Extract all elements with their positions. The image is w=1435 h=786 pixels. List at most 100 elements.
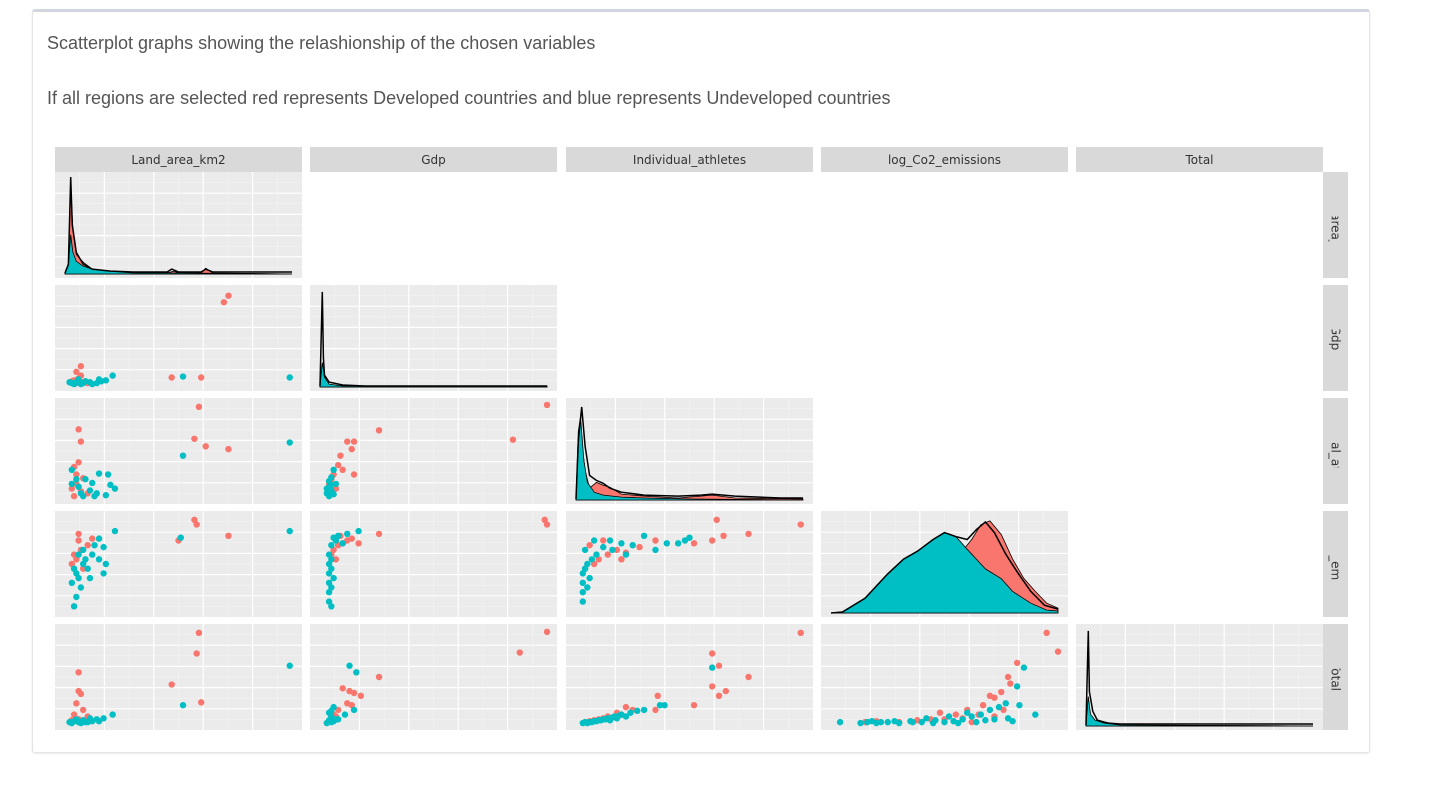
point-developed xyxy=(797,521,804,528)
point-undeveloped xyxy=(588,556,596,563)
plot-panels xyxy=(55,172,1323,730)
point-undeveloped xyxy=(344,530,351,538)
right-strips: Land_area_km2 Gdp Individual_athleteslog_C… xyxy=(1323,172,1348,730)
point-developed xyxy=(225,292,232,299)
top-strip-2: Individual_athletes xyxy=(566,147,813,172)
point-undeveloped xyxy=(107,481,114,489)
point-undeveloped xyxy=(945,713,953,720)
right-strip-label: Gdp xyxy=(1329,326,1343,351)
top-strip-label: Land_area_km2 xyxy=(131,153,225,167)
point-developed xyxy=(636,543,643,551)
point-developed xyxy=(543,628,551,636)
point-undeveloped xyxy=(581,546,589,554)
panel-r4-c4 xyxy=(1076,624,1323,730)
top-strip-4: Total xyxy=(1076,147,1323,172)
point-undeveloped xyxy=(857,719,864,727)
point-developed xyxy=(516,649,523,656)
panel-r2-c0 xyxy=(55,398,302,504)
point-undeveloped xyxy=(663,540,670,547)
panel-r0-c0 xyxy=(55,172,302,278)
point-undeveloped xyxy=(1013,683,1021,690)
point-undeveloped xyxy=(82,556,89,563)
point-undeveloped xyxy=(836,718,844,726)
scatter-points xyxy=(68,516,293,610)
point-developed xyxy=(622,703,630,711)
point-undeveloped xyxy=(328,584,335,591)
point-undeveloped xyxy=(627,709,634,716)
panel-r3-c1 xyxy=(310,511,557,617)
point-developed xyxy=(720,532,727,539)
point-undeveloped xyxy=(868,717,876,725)
point-developed xyxy=(715,692,723,699)
top-strip-label: log_Co2_emissions xyxy=(888,153,1001,167)
point-developed xyxy=(745,530,752,538)
point-undeveloped xyxy=(330,491,337,498)
point-undeveloped xyxy=(341,711,349,718)
point-undeveloped xyxy=(932,717,939,724)
point-developed xyxy=(75,669,82,676)
point-undeveloped xyxy=(109,711,116,718)
point-undeveloped xyxy=(346,662,353,669)
point-undeveloped xyxy=(995,703,1003,711)
point-developed xyxy=(191,435,198,442)
point-developed xyxy=(543,401,551,409)
right-strip-4: Total xyxy=(1323,624,1348,730)
point-undeveloped xyxy=(622,551,630,558)
point-undeveloped xyxy=(613,715,621,722)
scatter-points xyxy=(325,516,551,610)
point-developed xyxy=(1013,659,1021,667)
point-developed xyxy=(89,535,96,542)
point-undeveloped xyxy=(334,716,342,723)
point-developed xyxy=(70,492,78,500)
point-developed xyxy=(195,629,203,637)
point-undeveloped xyxy=(1009,717,1016,725)
point-undeveloped xyxy=(68,466,76,473)
point-undeveloped xyxy=(977,711,985,718)
point-undeveloped xyxy=(991,716,998,723)
point-developed xyxy=(543,521,551,528)
plot-description-line2: If all regions are selected red represen… xyxy=(47,88,891,108)
right-strip-2: Individual_athletes xyxy=(1323,398,1348,504)
point-developed xyxy=(339,685,346,692)
point-undeveloped xyxy=(102,377,110,384)
point-undeveloped xyxy=(593,551,600,558)
point-undeveloped xyxy=(652,546,659,554)
point-undeveloped xyxy=(982,717,989,724)
point-undeveloped xyxy=(877,718,885,726)
point-developed xyxy=(613,546,621,554)
point-undeveloped xyxy=(95,535,103,542)
point-developed xyxy=(75,426,82,433)
point-developed xyxy=(375,427,383,434)
point-undeveloped xyxy=(89,380,96,388)
point-developed xyxy=(375,530,383,538)
point-developed xyxy=(168,374,175,381)
scatter-points xyxy=(68,403,293,500)
point-undeveloped xyxy=(355,527,362,535)
point-undeveloped xyxy=(177,534,184,541)
point-undeveloped xyxy=(656,702,664,709)
point-undeveloped xyxy=(328,565,335,572)
point-developed xyxy=(198,699,205,706)
point-undeveloped xyxy=(334,532,342,539)
point-undeveloped xyxy=(73,476,80,483)
top-strip-label: Gdp xyxy=(421,153,446,167)
point-developed xyxy=(73,471,80,478)
point-developed xyxy=(225,532,232,539)
point-undeveloped xyxy=(353,669,360,676)
panel-r4-c0 xyxy=(55,624,302,730)
point-developed xyxy=(337,452,344,459)
point-undeveloped xyxy=(923,715,930,722)
point-developed xyxy=(346,687,353,695)
point-undeveloped xyxy=(884,718,891,726)
point-undeveloped xyxy=(68,480,76,488)
point-undeveloped xyxy=(584,584,591,591)
point-developed xyxy=(357,692,365,699)
point-developed xyxy=(1004,673,1012,681)
point-developed xyxy=(979,702,987,709)
point-undeveloped xyxy=(75,483,82,490)
point-undeveloped xyxy=(579,570,587,577)
point-undeveloped xyxy=(75,574,82,582)
point-developed xyxy=(75,537,82,544)
point-undeveloped xyxy=(350,706,358,714)
